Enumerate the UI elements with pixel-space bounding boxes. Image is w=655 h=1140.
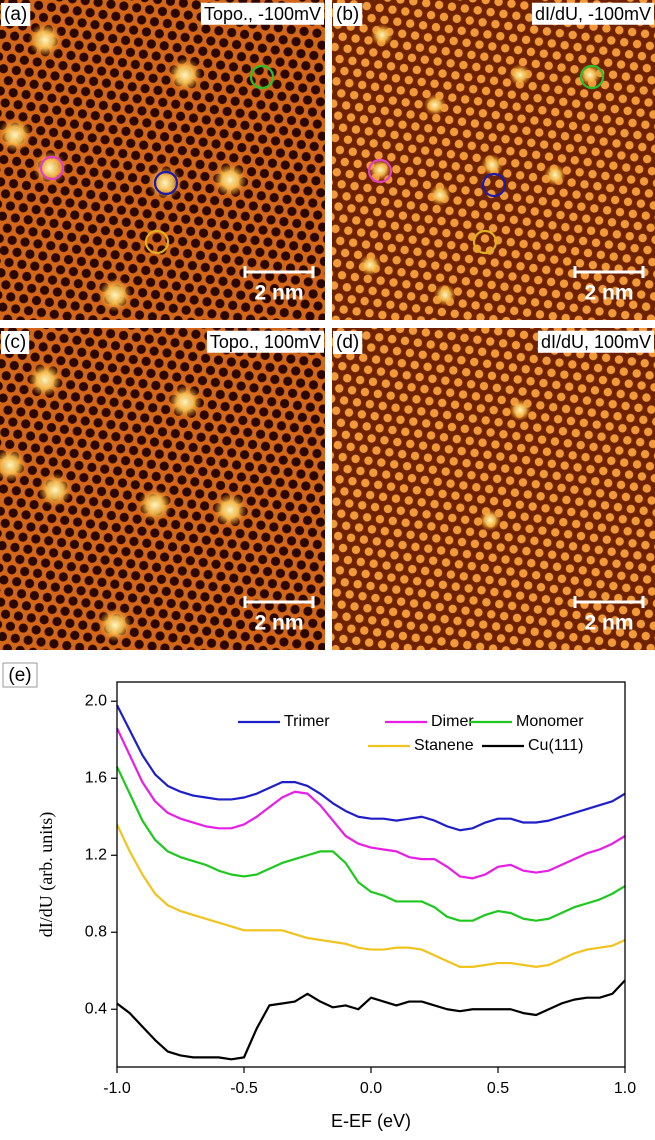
adatom [0,118,32,152]
scale-bar-label: 2 nm [254,612,303,635]
panel-label: (d) [336,332,359,353]
y-tick-label: 0.4 [85,1000,107,1017]
marker-ring [249,64,275,90]
panel-label: (e) [8,665,31,686]
panel-caption-bg [200,2,324,25]
adatom [509,399,531,421]
stm-panel: (d) dI/dU, 100mV 2 nm [332,328,655,650]
legend-label: Trimer [284,713,330,730]
legend-label: Monomer [516,713,584,730]
chart: (e) 0.4 0.8 1.2 1.6 2.0 -1.0 -0.5 0.0 0.5 1.0 E-EF … [2,662,636,1131]
y-tick-label: 1.2 [85,846,107,863]
adatom [434,284,456,306]
series-line [116,704,626,832]
adatom [359,254,381,276]
legend-label: Stanene [414,737,474,754]
x-tick-label: 1.0 [614,1080,636,1097]
adatom [98,278,132,312]
x-tick-label: 0.5 [487,1080,509,1097]
series-line [116,727,626,880]
y-tick-label: 1.6 [85,769,107,786]
stm-image [332,328,655,650]
stm-panels: (a) Topo., -100mV 2 nm (b) dI/dU, -100mV 2 nm… [0,0,655,650]
lattice [332,328,655,650]
x-axis-label: E-EF (eV) [331,1111,411,1131]
adatom [369,159,391,181]
panel-caption: Topo., 100mV [210,332,321,352]
adatom [168,58,202,92]
adatom [38,473,72,507]
stm-image [0,0,325,320]
stm-panel: (c) Topo., 100mV 2 nm [0,328,325,650]
adatom [138,488,172,522]
series-line [116,979,626,1061]
panel-caption-bg [531,2,654,25]
adatom [371,24,393,46]
stm-image [332,0,655,320]
adatom [424,94,446,116]
marker-ring [153,170,179,196]
adatom [213,163,247,197]
scale-bar-label: 2 nm [254,282,303,305]
legend-label: Dimer [431,713,474,730]
x-tick-label: 0.0 [360,1080,382,1097]
marker-ring [39,155,65,181]
panel-label: (c) [4,332,26,353]
stm-image [0,328,325,650]
legend-label: Cu(111) [528,737,583,754]
adatom [481,154,503,176]
marker-ring [579,64,605,90]
adatom [479,509,501,531]
marker-ring [144,229,170,255]
adatom [28,23,62,57]
series-line [116,766,626,922]
panel-label-bg [1,331,30,355]
series-line [116,823,626,968]
adatom [213,493,247,527]
adatom [28,363,62,397]
stm-panel: (b) dI/dU, -100mV 2 nm [332,0,655,320]
panel-label-bg [333,331,363,355]
y-axis-label: dI/dU (arb. units) [36,812,57,937]
panel-caption-bg [206,330,324,353]
adatom [168,385,202,419]
panel-label-box [2,662,38,688]
panel-caption: dI/dU, -100mV [535,4,651,24]
panel-caption: dI/dU, 100mV [541,332,651,352]
x-tick-label: -1.0 [103,1080,131,1097]
panel-label-bg [1,3,31,27]
scale-bar-label: 2 nm [584,612,633,635]
marker-ring [367,158,393,184]
panel-label-bg [333,3,363,27]
panel-caption-bg [537,330,654,353]
y-tick-label: 0.8 [85,923,107,940]
x-tick-label: -0.5 [230,1080,258,1097]
y-tick-label: 2.0 [85,692,107,709]
adatom [0,448,27,482]
marker-ring [481,172,507,198]
adatom [509,64,531,86]
adatom [98,608,132,642]
adatom [544,164,566,186]
panel-label: (a) [4,4,27,25]
adatom [429,184,451,206]
plot-frame [116,681,626,1068]
panel-caption: Topo., -100mV [204,4,321,24]
marker-ring [472,229,498,255]
stm-panel: (a) Topo., -100mV 2 nm [0,0,325,320]
panel-label: (b) [336,4,359,25]
scale-bar-label: 2 nm [584,282,633,305]
